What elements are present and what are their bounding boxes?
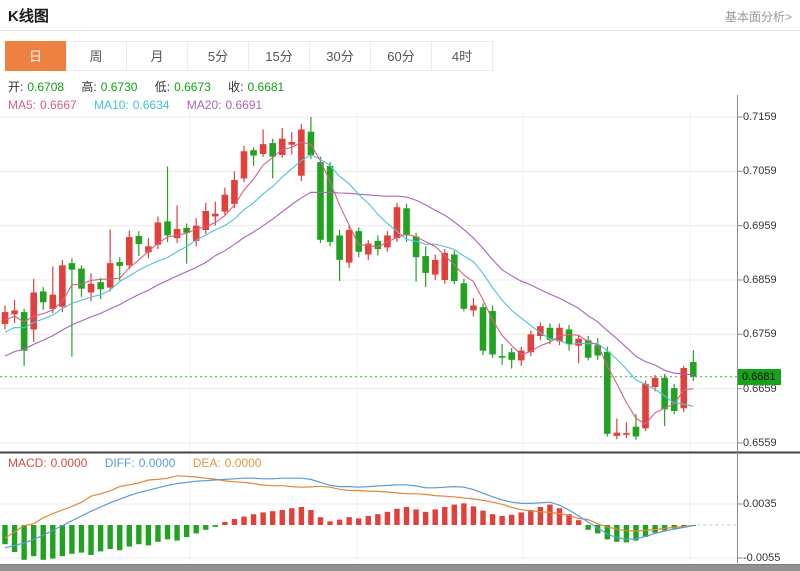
y-axis-label: 0.6559 [743,437,777,449]
macd-value: 0.0000 [50,456,88,470]
dea-value: 0.0000 [224,456,262,470]
y-axis-label: 0.6959 [743,220,777,232]
y-axis-label: 0.6659 [743,383,777,395]
tab-week[interactable]: 周 [66,41,127,71]
ohlc-legend: 开: 0.6708 高: 0.6730 低: 0.6673 收: 0.6681 [8,78,288,95]
open-value: 0.6708 [27,80,65,94]
tab-5min[interactable]: 5分 [188,41,249,71]
open-label: 开: [8,80,24,94]
macd-axis-label: -0.0055 [743,552,781,564]
y-axis-label: 0.7059 [743,165,777,177]
ma5-value: 0.6667 [40,98,77,112]
low-value: 0.6673 [174,80,211,94]
y-axis-label: 0.6759 [743,328,777,340]
close-label: 收: [228,80,244,94]
y-axis-label: 0.6859 [743,274,777,286]
ma20-label: MA20: [186,98,222,112]
tab-30min[interactable]: 30分 [310,41,371,71]
ma-legend: MA5: 0.6667 MA10: 0.6634 MA20: 0.6691 [8,98,266,112]
high-label: 高: [81,80,97,94]
close-value: 0.6681 [247,80,285,94]
ma10-label: MA10: [94,98,129,112]
y-axis-label: 0.7159 [743,111,777,123]
ma10-value: 0.6634 [132,98,170,112]
high-value: 0.6730 [100,80,138,94]
low-label: 低: [154,80,171,94]
tab-60min[interactable]: 60分 [371,41,432,71]
dea-label: DEA: [192,456,221,470]
tab-day[interactable]: 日 [5,41,66,71]
tab-15min[interactable]: 15分 [249,41,310,71]
diff-label: DIFF: [104,456,135,470]
macd-legend: MACD: 0.0000 DIFF: 0.0000 DEA: 0.0000 [8,456,265,470]
current-price-badge: 0.6681 [738,369,781,385]
time-axis-scrollbar[interactable] [0,564,800,571]
page-title: K线图 [8,8,49,25]
fundamental-analysis-link[interactable]: 基本面分析> [724,10,792,24]
ma20-value: 0.6691 [225,98,263,112]
macd-axis-label: 0.0035 [743,498,777,510]
diff-value: 0.0000 [138,456,176,470]
period-tabs: 日 周 月 5分 15分 30分 60分 4时 [5,41,800,71]
ma5-label: MA5: [8,98,37,112]
tab-4hour[interactable]: 4时 [432,41,493,71]
tab-month[interactable]: 月 [127,41,188,71]
header: K线图 基本面分析> [0,0,800,31]
macd-label: MACD: [8,456,47,470]
